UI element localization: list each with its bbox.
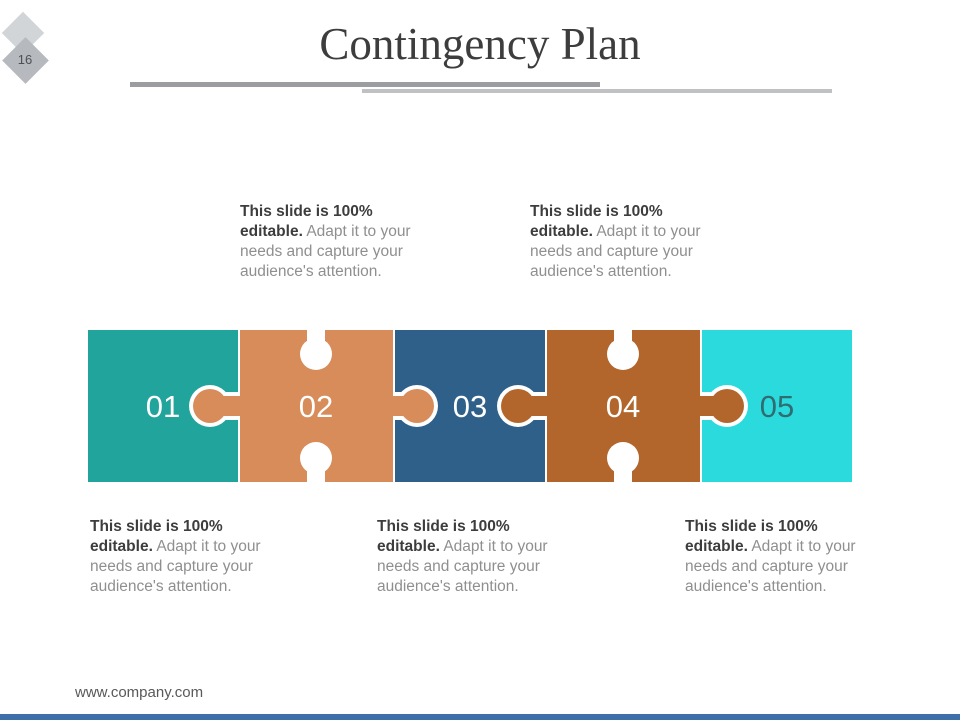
piece-02-number: 02: [299, 389, 333, 424]
piece-notches: [300, 330, 639, 482]
bottom-accent-bar: [0, 714, 960, 720]
description-bold-text: This slide is 100% editable.: [90, 518, 223, 555]
piece-04-bottom-notch-neck: [614, 469, 632, 482]
description-regular-text: Adapt it to your needs and capture your …: [240, 223, 411, 280]
piece-02-top-notch: [300, 338, 332, 370]
page-number: 16: [17, 52, 33, 67]
piece-04-right-tab-neck: [695, 396, 727, 416]
description-block-bottom-right: This slide is 100% editable. Adapt it to…: [685, 517, 873, 597]
description-block-top-left: This slide is 100% editable. Adapt it to…: [240, 202, 428, 282]
footer-url: www.company.com: [75, 684, 204, 701]
title-underline-secondary: [362, 89, 832, 93]
description-regular-text: Adapt it to your needs and capture your …: [530, 223, 701, 280]
piece-02-bottom-notch-neck: [307, 469, 325, 482]
piece-04-top-notch-neck: [614, 330, 632, 343]
piece-04-top-notch: [607, 338, 639, 370]
description-block-top-right: This slide is 100% editable. Adapt it to…: [530, 202, 718, 282]
description-regular-text: Adapt it to your needs and capture your …: [685, 538, 856, 595]
description-regular-text: Adapt it to your needs and capture your …: [377, 538, 548, 595]
description-bold-text: This slide is 100% editable.: [377, 518, 510, 555]
piece-02-bottom-notch: [300, 442, 332, 474]
puzzle-strip: 01 02 03 04 05: [88, 330, 852, 482]
piece-03-number: 03: [453, 389, 487, 424]
slide-title: Contingency Plan: [319, 19, 641, 69]
description-bold-text: This slide is 100% editable.: [685, 518, 818, 555]
piece-02-left-tab-neck: [210, 396, 244, 416]
description-block-bottom-left: This slide is 100% editable. Adapt it to…: [90, 517, 278, 597]
description-block-bottom-center: This slide is 100% editable. Adapt it to…: [377, 517, 565, 597]
piece-04-left-tab-neck: [518, 396, 552, 416]
title-underline-primary: [130, 82, 600, 87]
description-regular-text: Adapt it to your needs and capture your …: [90, 538, 261, 595]
description-bold-text: This slide is 100% editable.: [530, 203, 663, 240]
piece-04-number: 04: [606, 389, 640, 424]
piece-01-number: 01: [146, 389, 180, 424]
piece-02-top-notch-neck: [307, 330, 325, 343]
piece-05-number: 05: [760, 389, 794, 424]
description-bold-text: This slide is 100% editable.: [240, 203, 373, 240]
piece-04-bottom-notch: [607, 442, 639, 474]
piece-02-right-tab-neck: [388, 396, 417, 416]
